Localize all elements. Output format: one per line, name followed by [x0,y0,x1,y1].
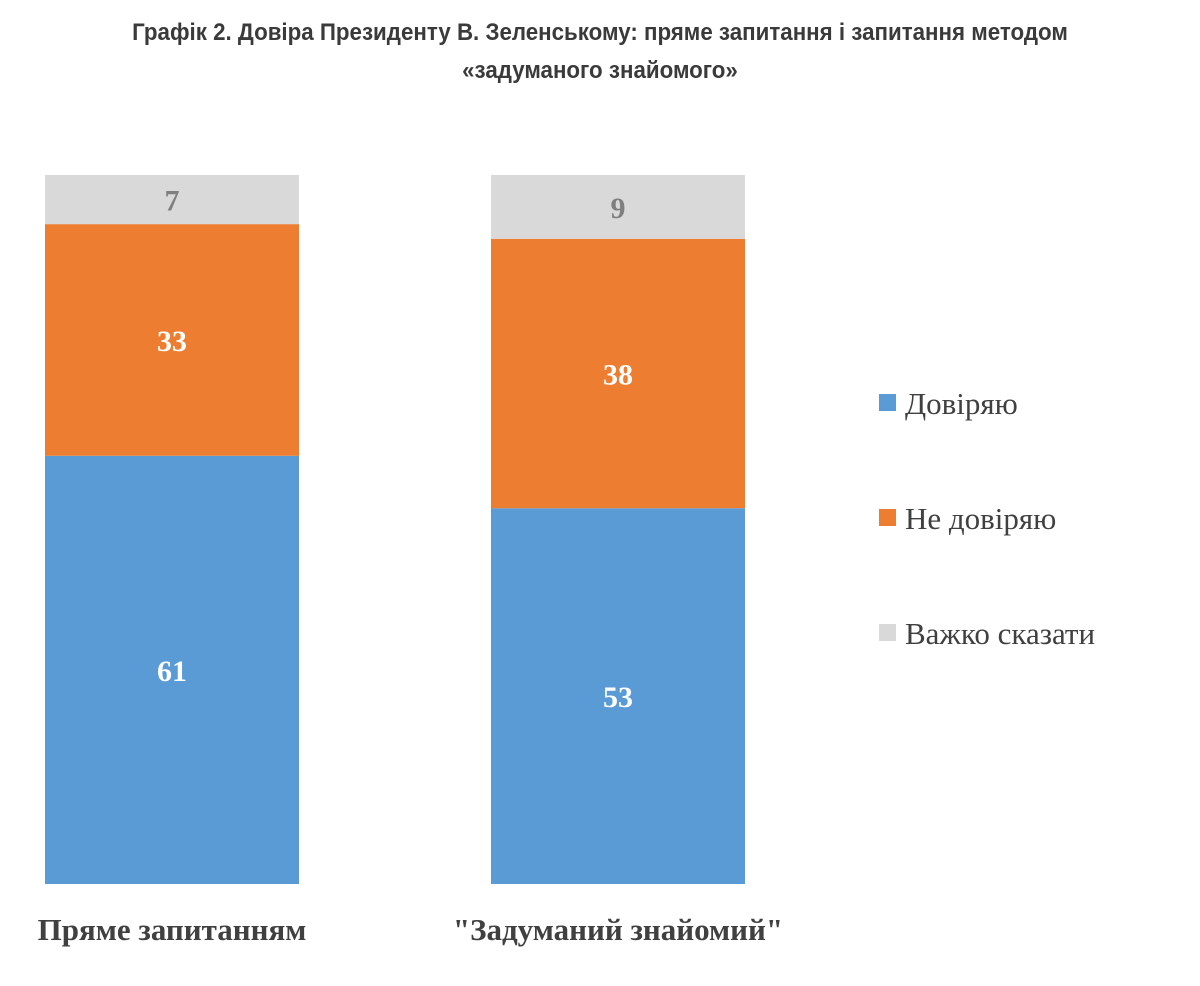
bar-segment-1-2 [491,508,745,884]
legend-swatch [879,394,896,411]
data-label: 61 [157,655,187,688]
chart-title-line1: Графік 2. Довіра Президенту В. Зеленсько… [132,19,1068,46]
bar-segment-1-1 [45,455,299,884]
legend-label: Не довіряю [905,501,1056,536]
data-label: 53 [603,681,633,714]
legend-label: Довіряю [905,386,1018,421]
bar-segment-2-2 [491,238,745,509]
legend-swatch [879,509,896,526]
category-label: Пряме запитанням [38,912,307,947]
bar-segment-2-1 [45,224,299,456]
legend-label: Важко сказати [905,616,1095,651]
data-label: 33 [157,325,187,358]
category-label: "Задуманий знайомий" [453,912,783,947]
chart-title-line2: «задуманого знайомого» [462,57,738,84]
data-label: 38 [603,359,633,392]
legend-swatch [879,624,896,641]
chart-title: Графік 2. Довіра Президенту В. Зеленсько… [42,14,1158,90]
bar-segment-3-1 [45,175,299,225]
bar-segment-3-2 [491,175,745,239]
data-label: 7 [165,185,180,218]
data-label: 9 [611,192,626,225]
